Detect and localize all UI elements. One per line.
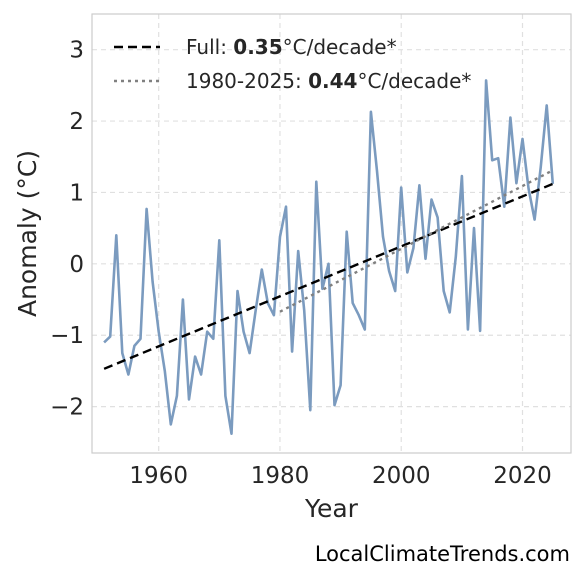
legend-label-prefix: 1980-2025: [186, 69, 308, 93]
x-tick-labels: 1960 1980 2000 2020 [129, 463, 551, 489]
full-trend-line [103, 182, 554, 370]
legend-label-suffix: °C/decade* [357, 69, 471, 93]
x-axis-title: Year [304, 494, 359, 523]
y-tick-label: 1 [69, 180, 84, 206]
x-tick-label: 1980 [251, 463, 310, 489]
plot-frame [91, 13, 572, 454]
legend: Full: 0.35°C/decade*1980-2025: 0.44°C/de… [114, 35, 471, 93]
legend-label-prefix: Full: [186, 35, 233, 59]
legend-label-rate: 0.44 [308, 69, 357, 93]
y-tick-label: −2 [50, 395, 84, 421]
x-tick-label: 1960 [129, 463, 188, 489]
legend-label: 1980-2025: 0.44°C/decade* [186, 69, 471, 93]
y-tick-label: 2 [69, 109, 84, 135]
legend-label: Full: 0.35°C/decade* [186, 35, 397, 59]
y-tick-labels: −2 −1 0 1 2 3 [50, 38, 84, 421]
legend-label-rate: 0.35 [233, 35, 282, 59]
legend-label-suffix: °C/decade* [283, 35, 397, 59]
y-tick-label: −1 [50, 323, 84, 349]
anomaly-series-line [103, 79, 555, 436]
y-axis-title: Anomaly (°C) [13, 150, 42, 317]
y-tick-label: 0 [69, 252, 84, 278]
series-layer [103, 79, 555, 436]
x-tick-label: 2020 [493, 463, 552, 489]
credit-text: LocalClimateTrends.com [314, 542, 570, 566]
recent-trend-line [279, 169, 554, 313]
y-tick-label: 3 [69, 38, 84, 64]
x-tick-label: 2000 [372, 463, 431, 489]
